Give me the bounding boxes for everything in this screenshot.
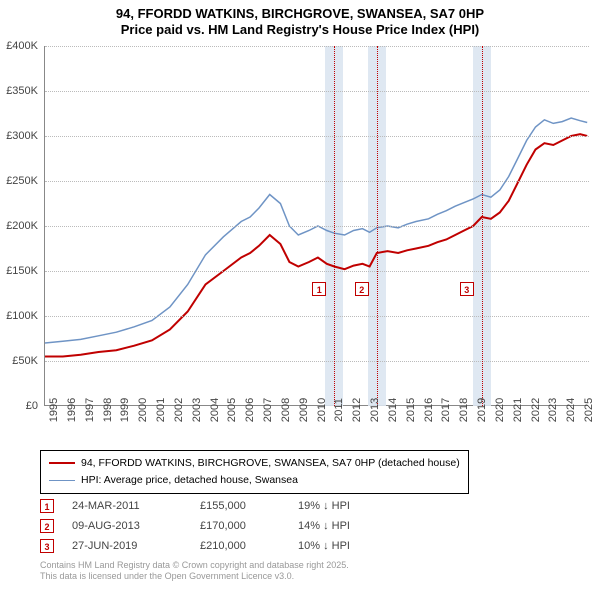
legend-swatch bbox=[49, 462, 75, 464]
y-axis-label: £150K bbox=[0, 265, 38, 277]
footer-line-2: This data is licensed under the Open Gov… bbox=[40, 571, 349, 582]
x-axis-label: 2017 bbox=[440, 398, 452, 422]
x-axis-label: 2018 bbox=[458, 398, 470, 422]
x-axis-label: 2004 bbox=[209, 398, 221, 422]
x-axis-label: 1997 bbox=[84, 398, 96, 422]
gridline-h bbox=[45, 91, 589, 92]
title-line-1: 94, FFORDD WATKINS, BIRCHGROVE, SWANSEA,… bbox=[0, 6, 600, 22]
gridline-h bbox=[45, 181, 589, 182]
event-delta: 19% ↓ HPI bbox=[298, 500, 350, 512]
event-price: £155,000 bbox=[200, 500, 280, 512]
gridline-h bbox=[45, 136, 589, 137]
x-axis-label: 2012 bbox=[351, 398, 363, 422]
chart-area: 123 £0£50K£100K£150K£200K£250K£300K£350K… bbox=[44, 46, 588, 406]
y-axis-label: £200K bbox=[0, 220, 38, 232]
legend-label: HPI: Average price, detached house, Swan… bbox=[81, 472, 298, 489]
x-axis-label: 2014 bbox=[387, 398, 399, 422]
x-axis-label: 2022 bbox=[530, 398, 542, 422]
y-axis-label: £100K bbox=[0, 310, 38, 322]
x-axis-label: 2025 bbox=[583, 398, 595, 422]
x-axis-label: 2019 bbox=[476, 398, 488, 422]
event-row: 3 27-JUN-2019 £210,000 10% ↓ HPI bbox=[40, 536, 350, 556]
legend-row: HPI: Average price, detached house, Swan… bbox=[49, 472, 460, 489]
footer: Contains HM Land Registry data © Crown c… bbox=[40, 560, 349, 583]
x-axis-label: 2015 bbox=[405, 398, 417, 422]
x-axis-label: 1998 bbox=[102, 398, 114, 422]
y-axis-label: £350K bbox=[0, 85, 38, 97]
event-badge: 2 bbox=[40, 519, 54, 533]
x-axis-label: 1995 bbox=[48, 398, 60, 422]
title-line-2: Price paid vs. HM Land Registry's House … bbox=[0, 22, 600, 38]
x-axis-label: 2011 bbox=[333, 398, 345, 422]
event-delta: 10% ↓ HPI bbox=[298, 540, 350, 552]
x-axis-label: 1999 bbox=[119, 398, 131, 422]
gridline-h bbox=[45, 361, 589, 362]
event-price: £170,000 bbox=[200, 520, 280, 532]
x-axis-label: 2021 bbox=[512, 398, 524, 422]
gridline-h bbox=[45, 226, 589, 227]
x-axis-label: 2010 bbox=[316, 398, 328, 422]
x-axis-label: 2020 bbox=[494, 398, 506, 422]
footer-line-1: Contains HM Land Registry data © Crown c… bbox=[40, 560, 349, 571]
x-axis-label: 2002 bbox=[173, 398, 185, 422]
event-date: 27-JUN-2019 bbox=[72, 540, 182, 552]
legend: 94, FFORDD WATKINS, BIRCHGROVE, SWANSEA,… bbox=[40, 450, 469, 494]
event-badge: 1 bbox=[40, 499, 54, 513]
y-axis-label: £250K bbox=[0, 175, 38, 187]
legend-label: 94, FFORDD WATKINS, BIRCHGROVE, SWANSEA,… bbox=[81, 455, 460, 472]
y-axis-label: £0 bbox=[0, 400, 38, 412]
event-row: 2 09-AUG-2013 £170,000 14% ↓ HPI bbox=[40, 516, 350, 536]
legend-swatch bbox=[49, 480, 75, 481]
legend-row: 94, FFORDD WATKINS, BIRCHGROVE, SWANSEA,… bbox=[49, 455, 460, 472]
x-axis-label: 2023 bbox=[547, 398, 559, 422]
event-row: 1 24-MAR-2011 £155,000 19% ↓ HPI bbox=[40, 496, 350, 516]
x-axis-label: 2024 bbox=[565, 398, 577, 422]
gridline-h bbox=[45, 316, 589, 317]
marker-vline bbox=[377, 46, 378, 406]
event-date: 24-MAR-2011 bbox=[72, 500, 182, 512]
x-axis-label: 2003 bbox=[191, 398, 203, 422]
x-axis-label: 2005 bbox=[226, 398, 238, 422]
x-axis-label: 2006 bbox=[244, 398, 256, 422]
chart-container: 94, FFORDD WATKINS, BIRCHGROVE, SWANSEA,… bbox=[0, 0, 600, 590]
marker-badge: 3 bbox=[460, 282, 474, 296]
x-axis-label: 2001 bbox=[155, 398, 167, 422]
event-price: £210,000 bbox=[200, 540, 280, 552]
x-axis-label: 2016 bbox=[423, 398, 435, 422]
x-axis-label: 2008 bbox=[280, 398, 292, 422]
series-line bbox=[45, 134, 587, 356]
marker-badge: 1 bbox=[312, 282, 326, 296]
plot: 1 2 3 bbox=[44, 46, 588, 406]
y-axis-label: £50K bbox=[0, 355, 38, 367]
marker-vline bbox=[334, 46, 335, 406]
marker-vline bbox=[482, 46, 483, 406]
x-axis-label: 2009 bbox=[298, 398, 310, 422]
event-date: 09-AUG-2013 bbox=[72, 520, 182, 532]
gridline-h bbox=[45, 46, 589, 47]
x-axis-label: 2000 bbox=[137, 398, 149, 422]
event-badge: 3 bbox=[40, 539, 54, 553]
y-axis-label: £400K bbox=[0, 40, 38, 52]
events-table: 1 24-MAR-2011 £155,000 19% ↓ HPI 2 09-AUG-201… bbox=[40, 496, 350, 556]
x-axis-label: 1996 bbox=[66, 398, 78, 422]
marker-badge: 2 bbox=[355, 282, 369, 296]
x-axis-label: 2007 bbox=[262, 398, 274, 422]
gridline-h bbox=[45, 271, 589, 272]
series-line bbox=[45, 118, 587, 343]
title-block: 94, FFORDD WATKINS, BIRCHGROVE, SWANSEA,… bbox=[0, 0, 600, 39]
y-axis-label: £300K bbox=[0, 130, 38, 142]
event-delta: 14% ↓ HPI bbox=[298, 520, 350, 532]
x-axis-label: 2013 bbox=[369, 398, 381, 422]
